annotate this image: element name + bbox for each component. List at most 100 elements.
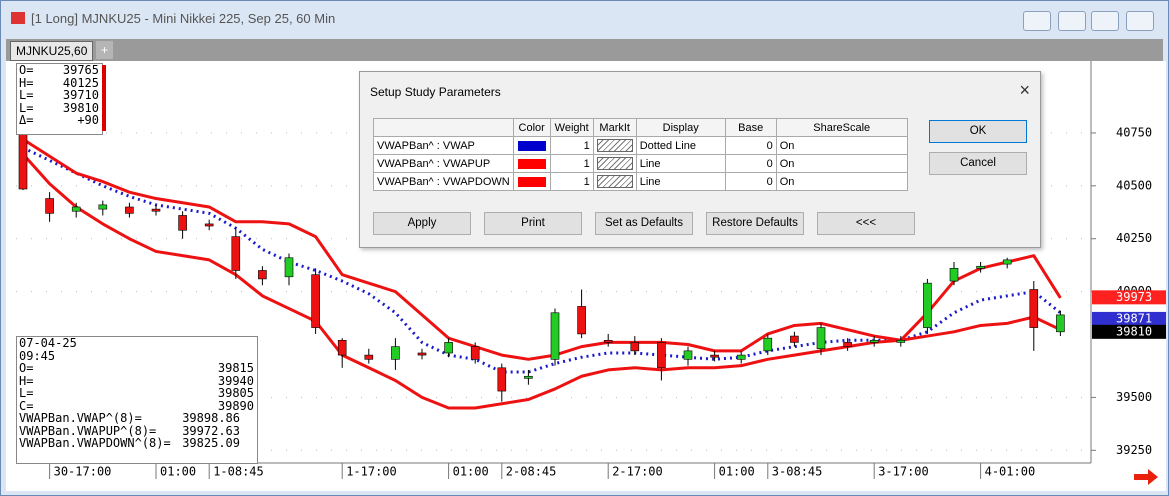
candle-body [364,354,374,360]
candle-body [258,270,267,280]
markit-cell [592,154,637,173]
x-tick-label: 3-08:45 [772,465,823,479]
readout-row: Δ= +90 [17,114,102,127]
readout-value: 39890 [217,398,254,413]
candle-body [204,223,214,227]
candle-body [976,265,985,269]
dialog-close[interactable]: × [1019,80,1030,100]
dialog-button[interactable]: Apply [373,212,471,235]
dialog-button[interactable]: OK [929,120,1027,143]
candle-body [391,346,400,360]
study-name: VWAPBan^ : VWAP [373,136,514,155]
candle-body [45,198,54,214]
x-tick-label: 30-17:00 [54,465,112,479]
sharescale-cell: On [775,172,908,191]
candle-body [524,375,533,379]
table-row: VWAPBan^ : VWAPUP 1 Line 0 On [373,154,908,173]
readout-row: H= 39940 [17,374,257,388]
candle-body [657,342,666,369]
color-swatch[interactable] [517,140,546,151]
band-line [21,153,1062,410]
markit-pattern [596,175,633,188]
color-cell [512,136,551,155]
candle-body [630,342,640,352]
weight-cell: 1 [549,154,594,173]
ohlc-readout: O= 39765 H= 40125 L= 39710 L= 39810 Δ= +90 [16,63,103,135]
candle-body [790,335,799,343]
x-tick-label: 4-01:00 [985,465,1036,479]
dialog: Setup Study Parameters × Color Weight Mark… [359,71,1041,248]
color-cell [512,172,551,191]
readout-label: O= [19,63,34,77]
markit-cell [592,136,637,155]
header-cell: Display [635,118,726,137]
y-tick-label: 40500 [1116,178,1152,192]
readout-row: L= 39710 [17,89,102,102]
price-badge-label: 39871 [1116,311,1152,325]
base-cell: 0 [724,154,777,173]
dialog-button[interactable]: Set as Defaults [595,212,693,235]
minimize-button[interactable] [1058,11,1086,31]
dialog-button[interactable]: <<< [817,212,915,235]
readout-row: L= 39805 [17,387,257,400]
readout-label: VWAPBan.VWAP^(8)= [19,411,142,425]
markit-pattern [596,157,633,170]
x-tick-label: 01:00 [160,465,196,479]
y-tick-label: 40250 [1116,231,1152,245]
candle-body [869,339,879,343]
candle-body [843,342,852,347]
sharescale-cell: On [775,136,908,155]
y-tick-label: 39500 [1116,390,1152,404]
maximize-button[interactable] [1091,11,1119,31]
candle-body [337,339,347,356]
readout-label: L= [19,100,34,115]
chart-tab[interactable]: MJNKU25,60 [10,41,94,61]
header-cell: Weight [549,118,594,137]
study-name: VWAPBan^ : VWAPDOWN [373,172,514,191]
candle-body [311,274,320,328]
candle-body [683,350,693,360]
header-cell: Base [724,118,777,137]
readout-value: +90 [77,113,99,127]
y-tick-label: 40750 [1116,125,1152,139]
candle-body [577,306,586,335]
app-icon [11,12,25,24]
color-swatch[interactable] [517,158,546,169]
band-line [22,138,1062,361]
candle-body [736,354,746,360]
color-swatch[interactable] [517,176,546,187]
readout-value: 39972.63 [182,423,240,438]
readout-value: 40125 [62,75,99,90]
close-button[interactable] [1126,11,1154,31]
table-row: VWAPBan^ : VWAP 1 Dotted Line 0 On [373,136,908,155]
candle-body [18,128,28,190]
add-tab[interactable]: + [96,41,114,59]
dialog-button[interactable]: Print [484,212,582,235]
readout-value: 39825.09 [182,436,240,450]
parameter-table: Color Weight MarkIt Display Base ShareScale VW… [373,118,908,191]
candle-body [497,367,507,392]
x-tick-label: 01:00 [719,465,755,479]
readout-label: VWAPBan.VWAPUP^(8)= [19,423,157,438]
display-cell: Dotted Line [635,136,726,155]
markit-pattern [596,139,633,152]
x-tick-label: 2-08:45 [506,465,557,479]
readout-label: H= [19,75,34,90]
price-badge [1092,311,1166,326]
scroll-arrow[interactable] [1134,469,1158,485]
dialog-button[interactable]: Cancel [929,152,1027,175]
link-button[interactable] [1023,11,1051,31]
readout-row: H= 40125 [17,75,102,90]
candle-body [816,327,826,350]
display-cell: Line [635,154,726,173]
readout-value: 39810 [62,100,99,115]
x-tick-label: 1-08:45 [213,465,264,479]
candle-body [550,312,560,360]
readout-value: 39805 [217,386,254,400]
weight-cell: 1 [549,172,594,191]
candle-body [98,204,108,210]
readout-row: O= 39815 [17,362,257,375]
dialog-button[interactable]: Restore Defaults [706,212,804,235]
price-badge-label: 39973 [1116,290,1152,304]
header-cell: ShareScale [775,118,908,137]
